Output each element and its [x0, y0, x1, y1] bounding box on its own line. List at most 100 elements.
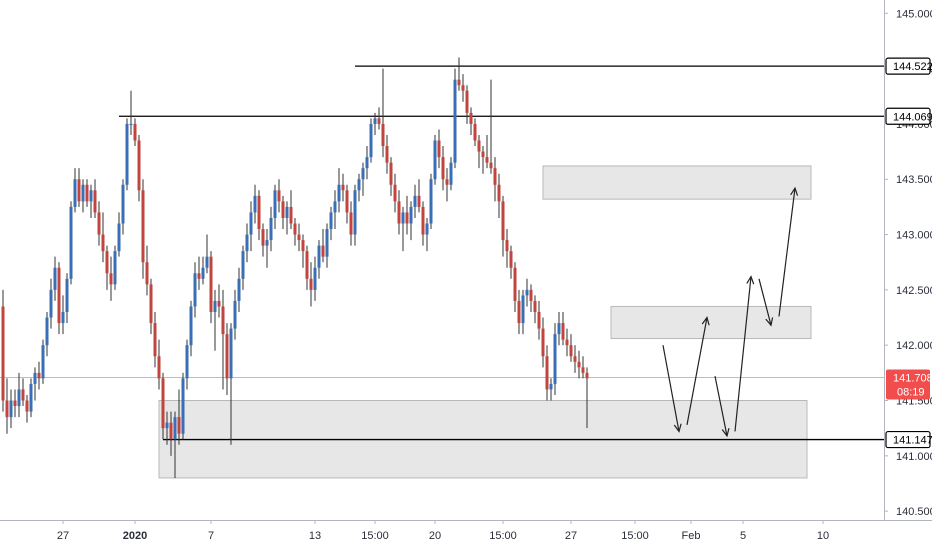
- candle: [493, 157, 497, 202]
- candle-body: [225, 334, 229, 379]
- candle-body: [541, 328, 545, 357]
- candle-body: [545, 356, 549, 390]
- candle-body: [65, 278, 69, 312]
- candle-body: [301, 240, 305, 252]
- candle: [329, 206, 333, 241]
- time-tick-label: 2020: [123, 530, 147, 542]
- candle: [197, 256, 201, 290]
- candle-body: [341, 184, 345, 191]
- candle-body: [17, 389, 21, 407]
- candle: [77, 168, 81, 207]
- projection-arrow-0[interactable]: [662, 345, 682, 433]
- candle: [201, 256, 205, 285]
- arrow-shaft: [778, 188, 796, 317]
- candle-body: [553, 334, 557, 384]
- candle-body: [105, 251, 109, 274]
- candle: [129, 90, 133, 135]
- candle-body: [509, 251, 513, 268]
- candle-body: [217, 300, 221, 307]
- candle: [289, 190, 293, 230]
- level-badge-label: 144.522: [893, 61, 932, 73]
- candle-body: [177, 417, 181, 434]
- candle-body: [85, 184, 89, 202]
- candle-body: [205, 256, 209, 268]
- candle: [505, 229, 509, 268]
- projection-arrow-3[interactable]: [734, 275, 755, 432]
- candle: [525, 278, 529, 307]
- candle-body: [501, 201, 505, 241]
- candle-body: [445, 179, 449, 185]
- candle-body: [373, 118, 377, 124]
- candle: [553, 323, 557, 395]
- level-badge[interactable]: 141.147: [885, 430, 932, 449]
- candle-body: [121, 184, 125, 224]
- candle-body: [81, 184, 85, 202]
- time-tick-label: 7: [208, 530, 214, 542]
- candle-body: [297, 234, 301, 241]
- level-badge[interactable]: 144.522: [885, 57, 932, 75]
- candle: [277, 179, 281, 213]
- candle: [309, 262, 313, 307]
- candle: [349, 201, 353, 246]
- candle: [457, 57, 461, 91]
- candle-body: [433, 140, 437, 180]
- candle-body: [133, 123, 137, 141]
- candle: [325, 223, 329, 268]
- candle-body: [469, 112, 473, 124]
- candle: [541, 317, 545, 368]
- candle-body: [233, 300, 237, 329]
- candle-body: [397, 201, 401, 224]
- arrow-head: [746, 275, 755, 285]
- supply-demand-zones: [158, 165, 812, 479]
- candle: [489, 79, 493, 174]
- candle: [229, 323, 233, 445]
- candle-body: [1, 306, 5, 401]
- candle: [537, 300, 541, 340]
- candle-body: [289, 206, 293, 224]
- candle-body: [425, 223, 429, 235]
- candle: [177, 389, 181, 445]
- candle-body: [209, 256, 213, 312]
- candle-body: [577, 361, 581, 368]
- candle-body: [505, 240, 509, 252]
- candle: [569, 334, 573, 362]
- candle-body: [145, 262, 149, 285]
- zone-1[interactable]: [610, 305, 812, 340]
- candle-body: [309, 278, 313, 290]
- projection-arrow-5[interactable]: [778, 186, 799, 317]
- candle: [429, 173, 433, 230]
- zone-0[interactable]: [542, 165, 812, 200]
- time-tick-label: 15:00: [489, 530, 517, 542]
- candle: [501, 195, 505, 257]
- candle: [29, 378, 33, 418]
- time-tick-label: 27: [565, 530, 577, 542]
- candle: [61, 295, 65, 335]
- level-badge[interactable]: 144.069: [885, 107, 932, 125]
- projection-arrow-2[interactable]: [714, 376, 730, 438]
- candle: [425, 217, 429, 252]
- candle: [133, 118, 137, 147]
- candle: [585, 367, 589, 429]
- candle: [241, 245, 245, 290]
- candle-body: [349, 212, 353, 235]
- projection-arrow-1[interactable]: [686, 316, 710, 425]
- projection-arrow-4[interactable]: [758, 278, 774, 327]
- arrow-head: [673, 423, 682, 433]
- time-tick-label: Feb: [682, 530, 701, 542]
- candle-body: [261, 229, 265, 246]
- candle: [9, 389, 13, 429]
- candle-body: [401, 212, 405, 224]
- time-axis[interactable]: 27 2020 7 13 15:00 20 15:00 27 15:00 Feb 5 10: [0, 520, 932, 542]
- candle-body: [569, 345, 573, 357]
- price-axis[interactable]: 145.000144.500144.000143.500143.000142.5…: [884, 0, 932, 520]
- candle-body: [101, 234, 105, 252]
- candle-body: [273, 190, 277, 218]
- arrow-shaft: [758, 278, 772, 326]
- current-price-badge[interactable]: 141.708 08:19: [886, 369, 932, 400]
- candle-body: [185, 345, 189, 379]
- candle-body: [201, 267, 205, 279]
- arrow-shaft: [686, 317, 708, 425]
- candle-body: [41, 345, 45, 379]
- candle: [89, 184, 93, 218]
